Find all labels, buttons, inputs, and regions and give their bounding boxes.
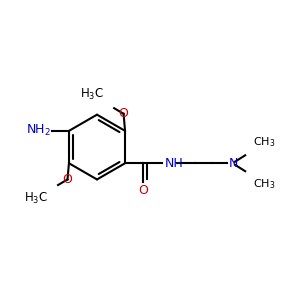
- Text: H$_3$C: H$_3$C: [80, 87, 104, 102]
- Text: CH$_3$: CH$_3$: [253, 177, 275, 191]
- Text: N: N: [228, 157, 238, 170]
- Text: O: O: [118, 107, 128, 120]
- Text: O: O: [62, 173, 72, 186]
- Text: NH$_2$: NH$_2$: [26, 123, 51, 138]
- Text: O: O: [138, 184, 148, 197]
- Text: CH$_3$: CH$_3$: [253, 136, 275, 149]
- Text: NH: NH: [164, 157, 183, 170]
- Text: H$_3$C: H$_3$C: [24, 191, 48, 206]
